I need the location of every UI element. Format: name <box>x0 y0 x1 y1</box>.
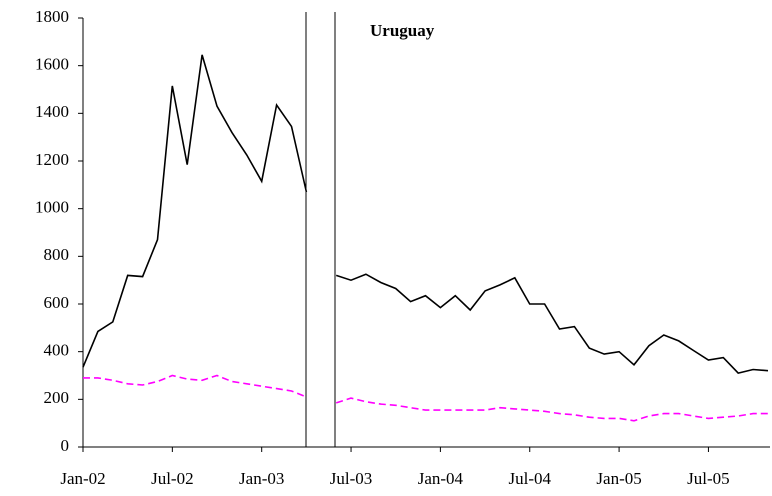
y-tick-label: 200 <box>44 388 70 407</box>
x-tick-label: Jul-03 <box>330 469 373 488</box>
y-tick-label: 600 <box>44 293 70 312</box>
y-tick-label: 400 <box>44 341 70 360</box>
series-line <box>82 54 769 374</box>
annotation: Uruguay <box>370 21 435 40</box>
x-tick-label: Jan-02 <box>60 469 105 488</box>
x-tick-label: Jan-03 <box>239 469 284 488</box>
y-tick-label: 1600 <box>35 55 69 74</box>
x-tick-label: Jul-04 <box>508 469 551 488</box>
x-tick-label: Jan-05 <box>596 469 641 488</box>
y-tick-label: 1200 <box>35 150 69 169</box>
y-tick-label: 0 <box>61 436 70 455</box>
y-tick-label: 800 <box>44 245 70 264</box>
x-tick-label: Jul-05 <box>687 469 730 488</box>
y-tick-label: 1000 <box>35 198 69 217</box>
x-tick-label: Jan-04 <box>418 469 464 488</box>
y-tick-label: 1400 <box>35 102 69 121</box>
x-tick-label: Jul-02 <box>151 469 194 488</box>
series-line <box>83 374 768 422</box>
y-tick-label: 1800 <box>35 7 69 26</box>
